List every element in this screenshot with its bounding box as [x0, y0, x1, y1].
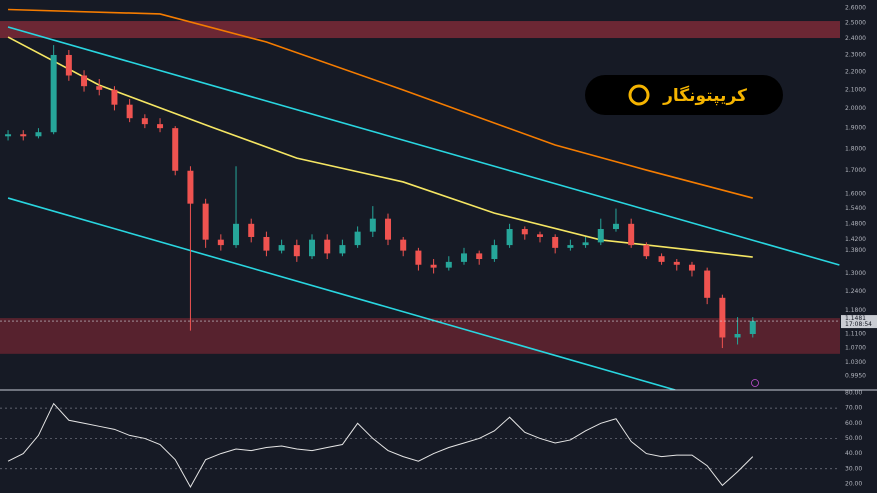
candle-body [521, 229, 528, 235]
candle-body [415, 250, 422, 265]
y-tick-label: 30.00 [845, 465, 862, 472]
y-tick-label: 2.0000 [845, 105, 866, 112]
candle-body [597, 229, 604, 243]
y-tick-label: 2.4000 [845, 35, 866, 42]
price-axis: 2.6000 2.5000 2.4000 2.3000 2.2000 2.1000 2.00… [841, 5, 877, 487]
zone [0, 21, 840, 39]
candle-body [476, 253, 483, 260]
candle-body [309, 239, 316, 257]
y-tick-label: 2.2000 [845, 68, 866, 75]
candle-body [400, 239, 407, 251]
candle-body [50, 54, 57, 133]
candle-body [263, 236, 270, 251]
y-tick-label: 1.3000 [845, 270, 866, 277]
logo-icon [628, 84, 650, 106]
candle-body [248, 223, 255, 237]
y-tick-label: 2.5000 [845, 20, 866, 27]
y-tick-label: 40.00 [845, 450, 862, 457]
logo: کریپتونگار [585, 75, 783, 115]
candle-body [536, 234, 543, 237]
y-tick-label: 2.3000 [845, 51, 866, 58]
candle-body [673, 261, 680, 265]
event-icon [751, 379, 759, 387]
candle-body [749, 321, 756, 334]
logo-pill [585, 75, 783, 115]
candle-body [628, 223, 635, 246]
indicator-line [8, 8, 753, 199]
y-tick-label: 1.1800 [845, 307, 866, 314]
y-tick-label: 1.5400 [845, 205, 866, 212]
candle-body [582, 242, 589, 246]
y-tick-label: 0.9950 [845, 372, 866, 379]
y-tick-label: 1.9000 [845, 125, 866, 132]
rsi-line [7, 402, 754, 488]
candle-body [126, 104, 133, 119]
candle-body [293, 245, 300, 257]
candle-body [20, 134, 27, 137]
y-tick-label: 1.7000 [845, 167, 866, 174]
y-tick-label: 1.4200 [845, 236, 866, 243]
candle-body [81, 75, 88, 87]
indicator-line [7, 26, 840, 266]
candle-body [643, 245, 650, 257]
y-tick-label: 1.3800 [845, 247, 866, 254]
y-tick-label: 1.1100 [845, 330, 866, 337]
y-tick-label: 1.4800 [845, 220, 866, 227]
rsi-pane [0, 402, 840, 488]
candle-body [141, 118, 148, 125]
y-tick-label: 20.00 [845, 480, 862, 487]
zone [0, 318, 840, 354]
candle-body [430, 264, 437, 268]
y-tick-label: 1.0300 [845, 359, 866, 366]
candle-body [688, 264, 695, 271]
y-tick-label: 2.1000 [845, 86, 866, 93]
logo-text: کریپتونگار [662, 85, 747, 106]
candle-body [157, 124, 164, 129]
candle-body [354, 231, 361, 246]
countdown-label: 17:08:54 [845, 321, 872, 328]
candle-body [491, 245, 498, 260]
y-tick-label: 70.00 [845, 405, 862, 412]
candle-body [369, 218, 376, 232]
candle-body [233, 223, 240, 246]
y-tick-label: 1.6000 [845, 190, 866, 197]
last-price-label: 1.1481 [845, 315, 866, 322]
candle-body [278, 245, 285, 251]
candle-body [612, 223, 619, 230]
candle-body [734, 333, 741, 338]
candle-body [187, 170, 194, 204]
candle-body [5, 134, 12, 137]
candle-body [506, 229, 513, 246]
y-tick-label: 60.00 [845, 420, 862, 427]
candle-body [172, 128, 179, 171]
candle-body [658, 256, 665, 262]
candle-body [552, 236, 559, 248]
y-tick-label: 50.00 [845, 435, 862, 442]
price-pane [0, 8, 840, 390]
candle-body [460, 253, 467, 262]
candle-body [719, 297, 726, 338]
y-tick-label: 2.6000 [845, 5, 866, 12]
y-tick-label: 80.00 [845, 389, 862, 396]
candle-body [339, 245, 346, 254]
candle-body [217, 239, 224, 246]
candle-body [385, 218, 392, 240]
candle-body [65, 54, 72, 76]
candle-body [202, 203, 209, 240]
candle-body [324, 239, 331, 254]
candle-body [96, 86, 103, 90]
candle-body [111, 89, 118, 105]
candle-body [567, 245, 574, 248]
candle-body [704, 270, 711, 298]
y-tick-label: 1.2400 [845, 288, 866, 295]
indicator-line [7, 197, 676, 390]
candle-body [35, 132, 42, 137]
last-price-box [841, 315, 877, 329]
y-tick-label: 1.0700 [845, 345, 866, 352]
candle-body [445, 261, 452, 268]
indicator-line [7, 36, 753, 258]
y-tick-label: 1.8000 [845, 145, 866, 152]
